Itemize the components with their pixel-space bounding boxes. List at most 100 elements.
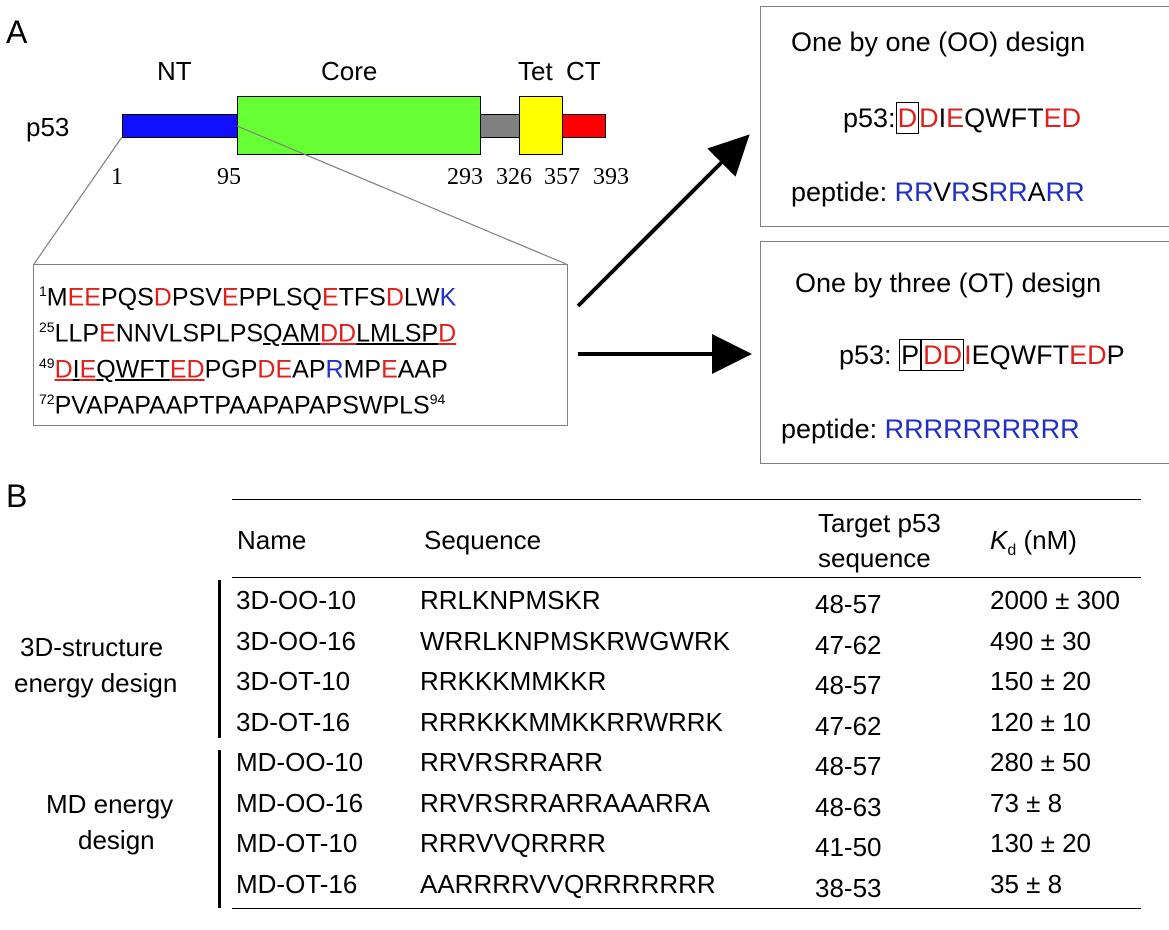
- header-sequence: Sequence: [424, 525, 542, 555]
- oo-peptide-label: peptide:: [791, 177, 888, 207]
- zoom-line-left: [33, 136, 123, 265]
- sequence-segment: A: [1027, 177, 1046, 207]
- table-cell-kd: 130 ± 20: [990, 828, 1092, 858]
- sequence-line: 1MEEPQSDPSVEPPLSQETFSDLWK: [39, 273, 457, 312]
- group-bracket-md: [218, 750, 221, 908]
- oo-title: One by one (OO) design: [791, 27, 1086, 57]
- domain-tet-bar: [519, 96, 563, 155]
- table-cell-target: 38-53: [815, 872, 882, 903]
- sequence-segment: PGP: [204, 355, 258, 384]
- sequence-segment: S: [970, 177, 989, 207]
- table-cell-sequence: RRRKKKMMKKRRWRRK: [420, 706, 723, 737]
- table-cell-sequence: RRVRSRRARRAAARRA: [420, 787, 710, 818]
- domain-ct-bar: [562, 114, 606, 138]
- residue-number: 25: [39, 319, 55, 335]
- ot-p53-label: p53:: [839, 340, 892, 370]
- sequence-segment: P: [899, 339, 922, 371]
- sequence-segment: M: [46, 283, 68, 312]
- sequence-segment: MP: [343, 355, 382, 384]
- sequence-segment: E: [321, 283, 339, 312]
- table-cell-sequence: RRLKNPMSKR: [420, 585, 601, 615]
- sequence-segment: P: [1106, 340, 1125, 370]
- table-cell-name: MD-OO-10: [236, 747, 364, 777]
- sequence-segment: RR: [988, 177, 1028, 207]
- kd-unit: (nM): [1016, 525, 1077, 555]
- table-cell-target: 48-63: [815, 791, 882, 822]
- sequence-segment: D: [54, 355, 73, 384]
- sequence-segment: PQS: [100, 283, 154, 312]
- sequence-segment: E: [99, 319, 116, 348]
- residue-number: 72: [39, 391, 55, 407]
- sequence-line: 72PVAPAPAAPTPAAPAPAPSWPLS94: [39, 381, 456, 419]
- position-1: 1: [111, 164, 123, 190]
- zoom-line-right: [236, 125, 567, 265]
- sequence-segment: ED: [1043, 103, 1082, 133]
- position-393: 393: [593, 164, 629, 190]
- group-label-3d-line2: energy design: [14, 668, 178, 698]
- group-label-md-line1: MD energy: [46, 789, 174, 819]
- table-cell-target: 48-57: [815, 670, 882, 700]
- table-cell-kd: 280 ± 50: [990, 747, 1092, 777]
- table-cell-kd: 490 ± 30: [990, 625, 1092, 656]
- sequence-segment: E: [946, 103, 965, 133]
- residue-number: 1: [39, 283, 47, 299]
- oo-design-box: One by one (OO) design p53:DDIEQWFTED pe…: [760, 6, 1169, 227]
- sequence-segment: K: [439, 283, 457, 312]
- sequence-segment: DD: [921, 339, 965, 371]
- table-cell-kd: 73 ± 8: [990, 787, 1063, 818]
- position-95: 95: [217, 164, 241, 190]
- sequence-segment: LMLSP: [356, 319, 439, 348]
- arrow-to-oo: [576, 134, 750, 308]
- sequence-segment: I: [72, 355, 80, 384]
- table-cell-name: 3D-OO-10: [236, 585, 356, 615]
- table-cell-name: 3D-OT-10: [236, 666, 351, 696]
- sequence-segment: QWFT: [96, 355, 170, 384]
- oo-p53-sequence: p53:DDIEQWFTED: [843, 102, 1082, 134]
- sequence-segment: R: [951, 177, 971, 207]
- table-cell-sequence: WRRLKNPMSKRWGWRK: [420, 625, 731, 656]
- sequence-segment: I: [938, 103, 947, 133]
- position-293: 293: [447, 164, 483, 190]
- sequence-segment: LLP: [54, 319, 100, 348]
- table-header-rule: [232, 577, 1141, 578]
- ot-peptide-sequence: peptide: RRRRRRRRRR: [781, 414, 1080, 445]
- header-target-line2: sequence: [818, 543, 931, 573]
- sequence-segment: RRRRRRRRRR: [884, 414, 1080, 444]
- group-bracket-3d: [218, 580, 221, 738]
- table-cell-kd: 2000 ± 300: [990, 585, 1120, 615]
- sequence-segment: AP: [292, 355, 326, 384]
- kd-subscript: d: [1007, 542, 1017, 560]
- ot-design-box: One by three (OT) design p53: P DDIEQWFTE…: [760, 241, 1169, 464]
- sequence-segment: R: [325, 355, 344, 384]
- table-cell-name: 3D-OT-16: [236, 706, 351, 737]
- table-top-rule: [232, 499, 1141, 500]
- sequence-segment: EQWFT: [971, 340, 1070, 370]
- oo-peptide-sequence: peptide: RRVRSRRARR: [791, 177, 1085, 208]
- sequence-segment: D: [895, 102, 920, 134]
- sequence-segment: PSV: [171, 283, 222, 312]
- sequence-segment: E: [79, 355, 97, 384]
- sequence-segment: DE: [257, 355, 293, 384]
- sequence-segment: TFS: [338, 283, 386, 312]
- nt-sequence-box: 1MEEPQSDPSVEPPLSQETFSDLWK 25LLPENNVLSPLPS…: [33, 264, 568, 426]
- sequence-segment: AAP: [397, 355, 448, 384]
- ot-peptide-label: peptide:: [781, 414, 878, 444]
- ot-title: One by three (OT) design: [795, 268, 1102, 298]
- table-cell-name: MD-OO-16: [236, 787, 364, 818]
- residue-number: 49: [39, 355, 55, 371]
- table-cell-kd: 120 ± 10: [990, 706, 1092, 737]
- sequence-segment: EE: [67, 283, 101, 312]
- group-label-3d-line1: 3D-structure: [20, 632, 164, 662]
- sequence-segment: D: [438, 319, 457, 348]
- sequence-segment: PPLSQ: [238, 283, 322, 312]
- sequence-segment: QWFT: [964, 103, 1044, 133]
- position-326: 326: [496, 164, 532, 190]
- group-label-md-line2: design: [78, 825, 155, 855]
- table-cell-name: 3D-OO-16: [236, 625, 356, 656]
- sequence-segment: V: [933, 177, 952, 207]
- sequence-segment: E: [381, 355, 398, 384]
- sequence-line: 49DIEQWFTEDPGPDEAPRMPEAAP: [39, 345, 456, 384]
- sequence-segment: D: [919, 103, 939, 133]
- kd-symbol: K: [990, 525, 1008, 555]
- header-target-line1: Target p53: [818, 508, 941, 538]
